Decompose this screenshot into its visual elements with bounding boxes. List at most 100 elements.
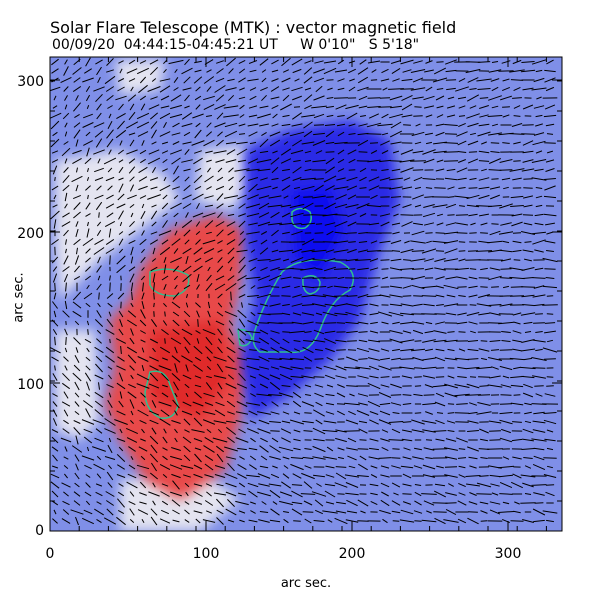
field-vector <box>433 512 446 513</box>
field-vector <box>268 314 283 315</box>
field-vector <box>479 278 490 279</box>
x-axis-labels: 0 100 200 300 <box>46 546 522 562</box>
field-vector <box>546 386 554 387</box>
field-vector <box>436 368 444 369</box>
field-vector <box>455 413 469 414</box>
field-vector <box>289 242 305 243</box>
field-vector <box>542 305 558 306</box>
field-vector <box>523 188 532 189</box>
field-vector <box>523 179 532 180</box>
field-vector <box>491 287 499 288</box>
field-vector <box>535 314 543 315</box>
field-vector <box>500 170 513 171</box>
field-vector <box>480 233 488 234</box>
field-vector <box>436 62 443 63</box>
x-tick-label: 0 <box>46 546 55 562</box>
field-vector <box>421 314 437 315</box>
x-tick-label: 200 <box>339 546 366 562</box>
field-vector <box>154 303 155 307</box>
field-vector <box>349 269 356 270</box>
field-vector <box>231 292 232 301</box>
field-vector <box>110 255 111 264</box>
field-vector <box>535 503 544 504</box>
field-vector <box>436 377 444 378</box>
y-tick-label: 200 <box>17 226 44 242</box>
field-vector <box>547 296 553 297</box>
field-vector <box>381 260 390 261</box>
field-vector <box>481 341 488 342</box>
field-vector <box>110 339 111 343</box>
field-vector <box>336 350 346 351</box>
field-vector <box>165 312 166 317</box>
field-vector <box>66 337 67 345</box>
field-vector <box>487 449 503 450</box>
field-vector <box>303 512 314 513</box>
x-axis-title: arc sec. <box>0 576 612 591</box>
field-vector <box>402 494 411 495</box>
field-vector <box>415 386 421 387</box>
field-vector <box>514 395 521 396</box>
y-tick-label: 0 <box>35 523 44 539</box>
field-vector <box>544 143 556 144</box>
field-vector <box>444 152 458 153</box>
field-vector <box>198 319 199 327</box>
field-vector <box>304 413 311 414</box>
field-vector <box>99 212 100 217</box>
field-vector <box>544 359 556 360</box>
field-vector <box>370 143 378 144</box>
field-vector <box>544 269 555 270</box>
field-vector <box>401 215 414 216</box>
y-tick-label: 100 <box>17 377 44 393</box>
field-vector <box>55 283 56 291</box>
field-vector <box>433 503 448 504</box>
field-vector <box>360 440 367 441</box>
field-vector <box>500 350 513 351</box>
x-tick-label: 300 <box>495 546 522 562</box>
field-vector <box>55 177 56 181</box>
y-axis-title: arc sec. <box>12 272 27 322</box>
field-vector <box>314 125 324 126</box>
field-vector <box>303 197 313 198</box>
field-vector <box>410 161 426 162</box>
field-vector <box>413 116 422 117</box>
field-vector <box>390 161 401 162</box>
field-vector <box>501 269 512 270</box>
field-vector <box>459 242 465 243</box>
field-vector <box>327 80 334 81</box>
x-tick-label: 100 <box>193 546 220 562</box>
field-vector <box>99 293 100 300</box>
field-vector <box>520 503 535 504</box>
field-vector <box>110 283 111 292</box>
field-vector <box>533 368 546 369</box>
field-vector <box>357 521 368 522</box>
field-vector <box>282 332 289 333</box>
field-vector <box>514 260 521 261</box>
field-vector <box>501 395 512 396</box>
field-vector <box>489 440 500 441</box>
field-vector <box>358 449 369 450</box>
field-vector <box>403 296 412 297</box>
field-vector <box>271 287 279 288</box>
field-vector <box>323 278 338 279</box>
field-vector <box>445 503 456 504</box>
field-vector <box>478 377 490 378</box>
field-vector <box>154 293 155 300</box>
field-vector <box>337 404 345 405</box>
field-vector <box>315 359 324 360</box>
field-vector <box>390 368 401 369</box>
field-vector <box>433 449 448 450</box>
field-vector <box>338 359 344 360</box>
field-vector <box>326 197 333 198</box>
field-vector <box>344 431 360 432</box>
magnetogram-image <box>49 57 562 531</box>
field-vector <box>88 329 89 335</box>
field-vector <box>337 323 345 324</box>
field-vector <box>459 332 466 333</box>
field-vector <box>392 449 399 450</box>
field-vector <box>270 431 279 432</box>
field-vector <box>415 341 422 342</box>
field-vector <box>413 296 423 297</box>
field-vector <box>165 338 166 343</box>
field-vector <box>347 341 357 342</box>
